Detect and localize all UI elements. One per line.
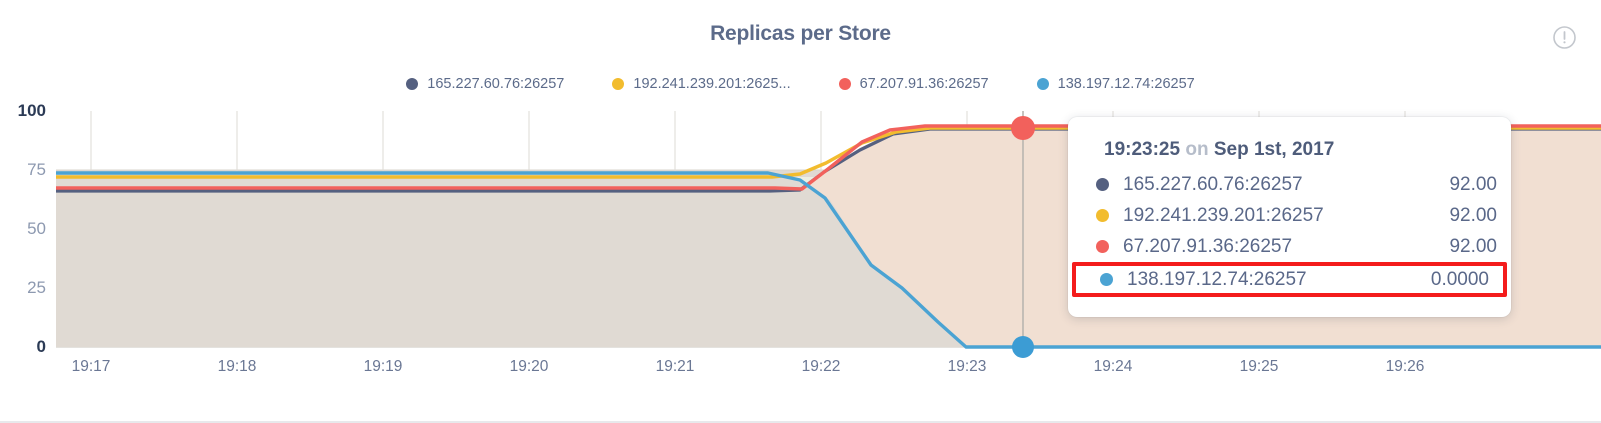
legend-dot-navy-icon [406,78,419,90]
tooltip-value-0: 92.00 [1449,173,1497,195]
x-tick-8: 19:25 [1239,358,1279,375]
tooltip-header: 19:23:25 on Sep 1st, 2017 [1068,139,1511,169]
tooltip-value-1: 92.00 [1449,204,1497,226]
x-tick-6: 19:23 [947,358,987,375]
tooltip-label-2: 67.207.91.36:26257 [1123,235,1293,257]
tooltip-date: Sep 1st, 2017 [1213,139,1335,160]
area-fill-blue-drop [56,174,965,347]
tooltip-row-0: 165.227.60.76:26257 92.00 [1068,169,1511,200]
legend-item-2[interactable]: 67.207.91.36:26257 [838,76,989,92]
hover-marker-red [1011,116,1035,140]
y-tick-25: 25 [27,278,46,297]
y-tick-100: 100 [17,101,46,120]
hover-marker-blue [1012,336,1034,358]
tooltip-row-3-highlighted: 138.197.12.74:26257 0.0000 [1072,262,1507,297]
legend-label-2: 67.207.91.36:26257 [859,76,989,92]
legend-item-3[interactable]: 138.197.12.74:26257 [1036,76,1195,92]
tooltip-dot-blue-icon [1100,273,1113,286]
tooltip-label-1: 192.241.239.201:26257 [1123,204,1324,226]
x-tick-4: 19:21 [655,358,695,375]
x-tick-9: 19:26 [1385,358,1425,375]
y-tick-75: 75 [27,160,46,179]
tooltip-label-3: 138.197.12.74:26257 [1127,268,1307,290]
legend-dot-blue-icon [1036,78,1049,90]
legend-item-0[interactable]: 165.227.60.76:26257 [406,76,564,92]
tooltip-dot-yellow-icon [1096,209,1109,222]
tooltip-row-1: 192.241.239.201:26257 92.00 [1068,200,1511,231]
x-tick-5: 19:22 [801,358,841,375]
tooltip-dot-navy-icon [1096,178,1109,191]
x-tick-7: 19:24 [1093,358,1133,375]
legend-dot-yellow-icon [612,78,625,90]
page-title: Replicas per Store [710,22,891,45]
chart-legend: 165.227.60.76:26257 192.241.239.201:2625… [0,76,1601,92]
x-tick-1: 19:18 [217,358,257,375]
x-tick-3: 19:20 [509,358,549,375]
legend-label-0: 165.227.60.76:26257 [427,76,565,92]
x-tick-2: 19:19 [363,358,403,375]
legend-label-3: 138.197.12.74:26257 [1057,76,1195,92]
chart-tooltip: 19:23:25 on Sep 1st, 2017 165.227.60.76:… [1068,117,1511,317]
y-tick-50: 50 [27,219,46,238]
x-tick-0: 19:17 [71,358,111,375]
tooltip-row-2: 67.207.91.36:26257 92.00 [1068,231,1511,262]
circle-exclamation-icon[interactable] [1552,25,1577,50]
y-tick-0: 0 [36,337,46,356]
legend-dot-red-icon [838,78,851,90]
tooltip-label-0: 165.227.60.76:26257 [1123,173,1303,195]
tooltip-value-3: 0.0000 [1430,268,1489,290]
series-line-blue [56,171,1601,349]
legend-label-1: 192.241.239.201:2625... [633,76,791,92]
tooltip-on-word: on [1185,139,1209,160]
tooltip-value-2: 92.00 [1449,235,1497,257]
tooltip-dot-red-icon [1096,240,1109,253]
series-line-red [56,124,1601,191]
legend-item-1[interactable]: 192.241.239.201:2625... [612,76,791,92]
tooltip-time: 19:23:25 [1104,139,1181,160]
y-axis: 100 75 50 25 0 [0,0,56,423]
